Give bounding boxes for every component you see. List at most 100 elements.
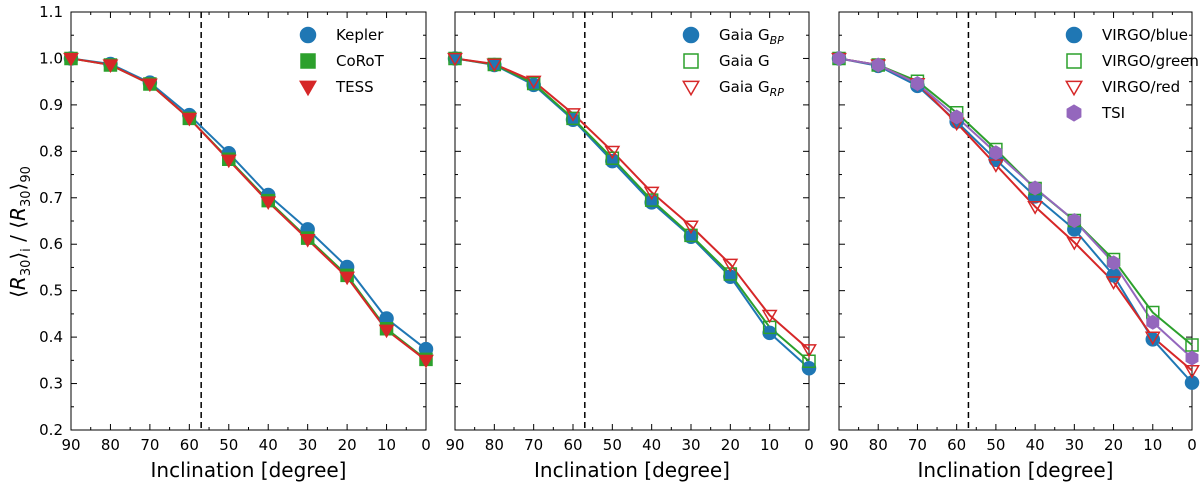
x-tick-label: 80	[101, 436, 120, 454]
x-tick-label: 10	[377, 436, 396, 454]
panel-2: 90 80 70 60 50 40 30 20 10 0 Inclination [degree] G…	[445, 11, 817, 482]
x-tick-label: 20	[338, 436, 357, 454]
legend-marker	[299, 26, 317, 44]
data-point	[1105, 276, 1122, 290]
data-point	[378, 324, 395, 339]
data-point	[604, 145, 621, 160]
data-point	[605, 151, 620, 166]
x-tick-label: 70	[524, 436, 543, 454]
x-tick-label: 60	[947, 436, 966, 454]
data-point	[1027, 201, 1044, 215]
series-line	[454, 57, 810, 363]
data-point	[1066, 236, 1083, 251]
plot-frame	[838, 11, 1193, 431]
data-point	[102, 59, 119, 74]
legend-marker	[1066, 53, 1082, 69]
data-point	[181, 112, 198, 127]
data-point	[1107, 255, 1121, 271]
data-point	[525, 75, 542, 90]
series-line	[838, 57, 1193, 359]
y-tick-label: 0.6	[39, 235, 63, 253]
x-tick-label: 40	[1026, 436, 1045, 454]
x-tick-label: 40	[259, 436, 278, 454]
legend-label: TESS	[335, 78, 374, 96]
data-point	[1185, 338, 1199, 352]
data-point	[643, 186, 660, 201]
legend-marker	[1066, 104, 1082, 122]
plot-frame	[70, 11, 427, 431]
legend-label: VIRGO/blue	[1102, 26, 1188, 44]
data-point	[486, 58, 503, 73]
x-tick-label: 30	[1065, 436, 1084, 454]
data-point	[565, 108, 581, 122]
data-point	[1144, 331, 1161, 346]
series-line	[838, 57, 1193, 384]
x-tick-label: 30	[298, 436, 317, 454]
data-point	[761, 309, 778, 324]
data-point	[63, 52, 79, 67]
x-tick-label: 50	[219, 436, 238, 454]
data-point	[801, 360, 817, 376]
x-tick-label: 20	[721, 436, 740, 454]
y-tick-label: 0.5	[39, 282, 63, 300]
data-point	[989, 145, 1003, 161]
series-line	[70, 57, 427, 350]
data-point	[871, 57, 885, 73]
legend-marker	[1065, 26, 1083, 44]
x-axis-label: Inclination [degree]	[534, 458, 730, 482]
y-tick-label: 1.1	[39, 3, 63, 21]
x-axis-label: Inclination [degree]	[918, 458, 1114, 482]
x-tick-label: 10	[760, 436, 779, 454]
legend: Kepler CoRoT TESS	[298, 26, 385, 97]
x-tick-label: 60	[563, 436, 582, 454]
series-line	[70, 57, 427, 362]
x-tick-label: 40	[642, 436, 661, 454]
y-tick-label: 0.9	[39, 96, 63, 114]
data-point	[722, 258, 739, 273]
x-tick-label: 0	[421, 436, 431, 454]
data-point	[1184, 365, 1200, 379]
data-point	[447, 52, 463, 67]
legend-marker	[682, 26, 700, 44]
x-axis-label: Inclination [degree]	[151, 458, 347, 482]
y-axis-label: ⟨R30⟩i / ⟨R30⟩90	[6, 166, 34, 298]
legend-label: TSI	[1101, 104, 1125, 122]
data-point	[566, 111, 580, 126]
x-tick-label: 90	[61, 436, 80, 454]
x-tick-label: 90	[445, 436, 464, 454]
data-point	[910, 76, 924, 91]
panel-1: 90 80 70 60 50 40 30 20 10 0 0.2 0.3 0.4 0.5 0.6 0.7 0.8…	[39, 3, 434, 482]
data-point	[762, 320, 777, 335]
legend-marker	[300, 53, 316, 69]
data-point	[260, 196, 277, 211]
x-tick-label: 20	[1104, 436, 1123, 454]
x-tick-label: 70	[908, 436, 927, 454]
series-line	[838, 57, 1193, 372]
y-tick-label: 0.7	[39, 189, 63, 207]
data-point	[683, 220, 699, 235]
legend-marker	[681, 80, 701, 97]
data-point	[801, 344, 817, 358]
data-point	[339, 271, 356, 286]
x-tick-label: 0	[1187, 436, 1197, 454]
legend-label: Gaia G	[719, 52, 770, 70]
data-point	[1146, 314, 1160, 330]
legend-label: Gaia GRP	[719, 78, 784, 99]
panel-3: 90 80 70 60 50 40 30 20 10 0 Inclination [degree] V…	[829, 11, 1200, 482]
series-line	[454, 57, 810, 369]
legend-marker	[683, 53, 699, 69]
data-point	[950, 109, 964, 125]
x-tick-label: 50	[986, 436, 1005, 454]
legend-marker	[298, 80, 318, 97]
legend-label: CoRoT	[336, 52, 385, 70]
legend-marker	[1064, 80, 1084, 97]
data-point	[1067, 213, 1081, 229]
y-tick-label: 0.8	[39, 142, 63, 160]
data-point	[448, 51, 462, 66]
data-point	[1185, 350, 1199, 366]
x-tick-label: 50	[603, 436, 622, 454]
legend: VIRGO/blue VIRGO/green VIRGO/red TSI	[1064, 26, 1199, 122]
y-tick-label: 0.4	[39, 328, 63, 346]
y-tick-label: 1.0	[39, 49, 63, 67]
